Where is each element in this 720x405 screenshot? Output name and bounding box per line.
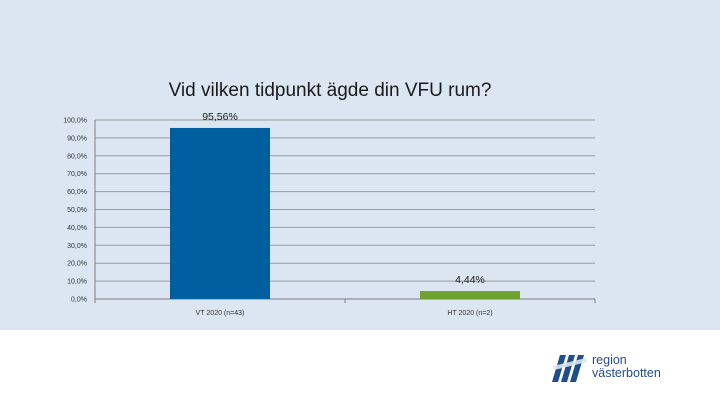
logo-mark-icon bbox=[552, 355, 587, 382]
y-tick-label: 40,0% bbox=[67, 225, 87, 232]
logo-text-line1: region bbox=[592, 353, 627, 367]
y-tick-label: 70,0% bbox=[67, 171, 87, 178]
bar bbox=[420, 291, 520, 299]
slide-background bbox=[0, 0, 720, 330]
footer-band bbox=[0, 330, 720, 405]
x-tick-label: HT 2020 (n=2) bbox=[447, 310, 492, 317]
y-tick-label: 60,0% bbox=[67, 189, 87, 196]
bar-chart: 0,0% 10,0% 20,0% 30,0% 40,0% 50,0% 60,0% 70,0% 8… bbox=[63, 111, 596, 317]
x-tick-label: VT 2020 (n=43) bbox=[196, 310, 245, 317]
y-tick-label: 20,0% bbox=[67, 261, 87, 268]
data-label: 95,56% bbox=[202, 111, 238, 123]
data-label: 4,44% bbox=[455, 274, 485, 286]
y-tick-label: 90,0% bbox=[67, 135, 87, 142]
chart-title: Vid vilken tidpunkt ägde din VFU rum? bbox=[168, 80, 492, 101]
logo-text-line2: västerbotten bbox=[592, 366, 661, 380]
y-tick-label: 30,0% bbox=[67, 243, 87, 250]
region-vasterbotten-logo: region västerbotten bbox=[552, 352, 661, 382]
y-tick-label: 100,0% bbox=[63, 118, 87, 125]
y-tick-label: 10,0% bbox=[67, 279, 87, 286]
y-tick-label: 80,0% bbox=[67, 153, 87, 160]
y-tick-label: 0,0% bbox=[71, 297, 87, 304]
y-tick-label: 50,0% bbox=[67, 207, 87, 214]
bar bbox=[170, 127, 270, 299]
